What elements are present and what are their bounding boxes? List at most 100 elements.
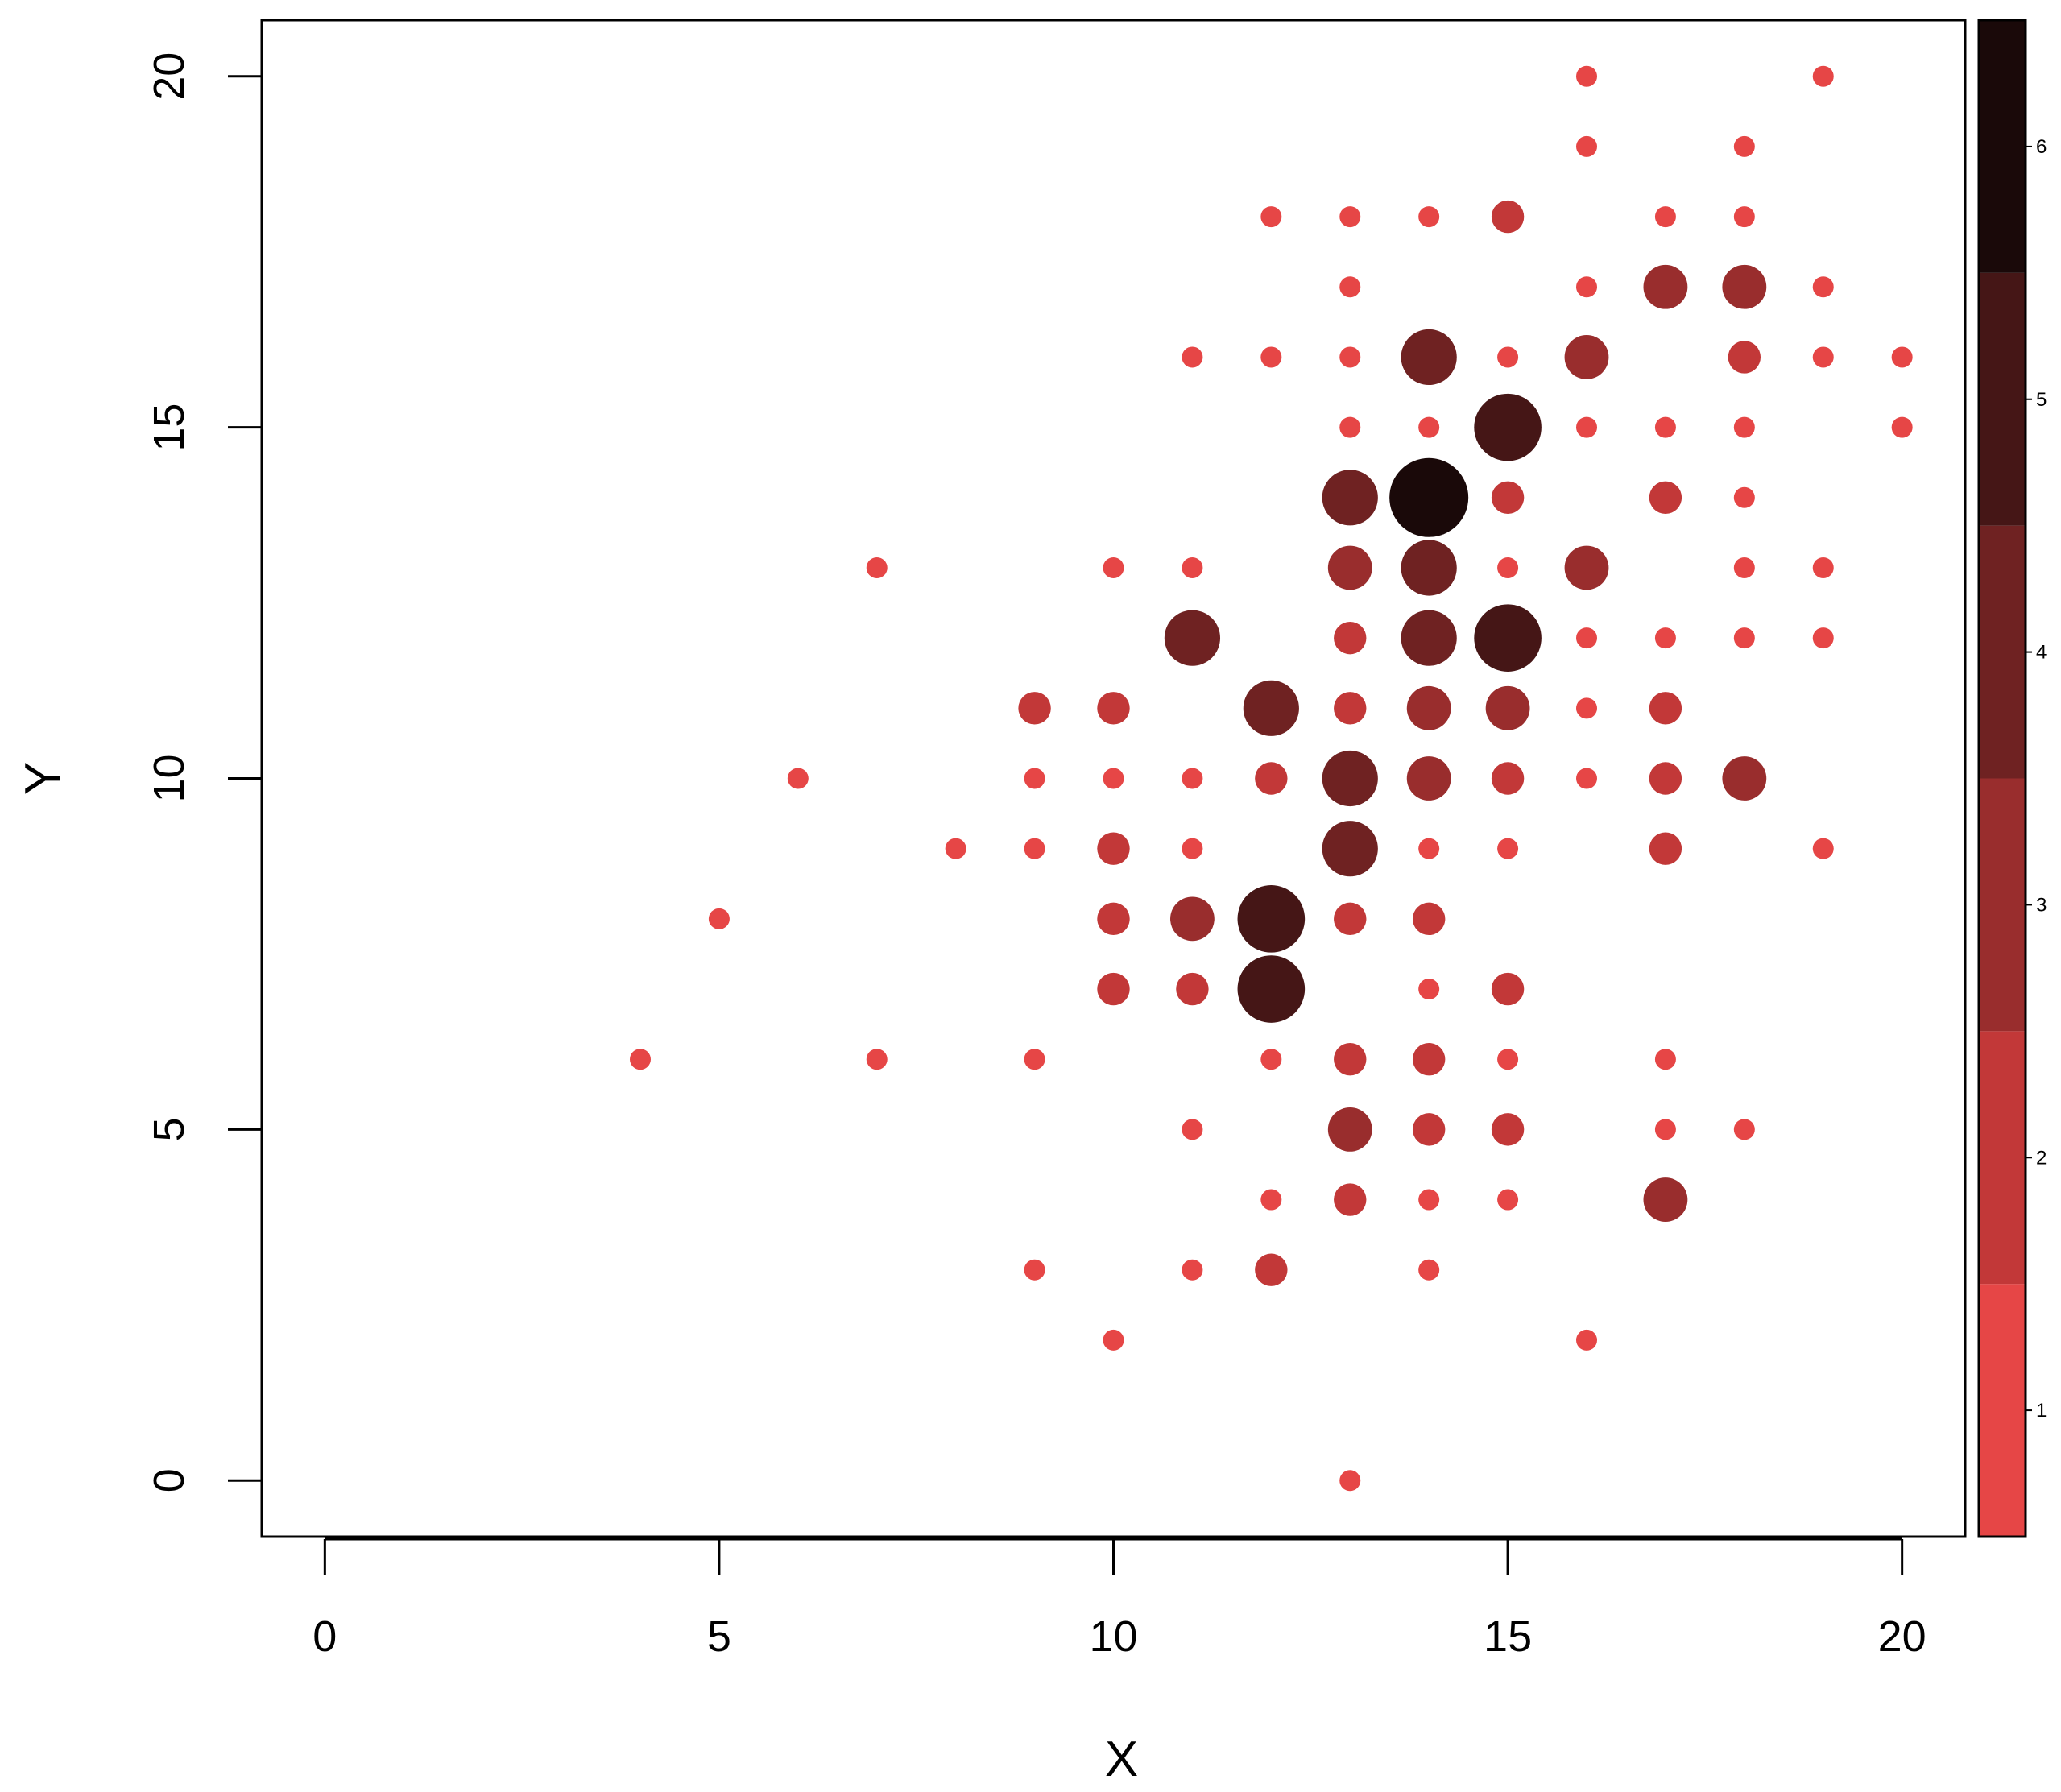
data-point: [1103, 1329, 1124, 1351]
data-point: [1812, 65, 1834, 87]
x-tick-label: 5: [707, 1612, 731, 1661]
data-point: [1654, 1049, 1676, 1070]
data-point: [1322, 470, 1378, 526]
data-point: [1722, 264, 1767, 309]
data-point: [1891, 346, 1913, 368]
colorbar-band: [1979, 20, 2026, 273]
data-point: [1334, 692, 1367, 725]
x-tick-label: 0: [312, 1612, 337, 1661]
data-point: [1733, 627, 1755, 649]
data-point: [1491, 972, 1525, 1006]
colorbar-tick-label: 4: [2036, 642, 2047, 664]
data-point: [787, 768, 809, 789]
data-point: [1812, 346, 1834, 368]
colorbar-tick-label: 6: [2036, 136, 2047, 158]
data-point: [1255, 762, 1288, 795]
data-point: [1401, 540, 1457, 596]
colorbar: 1 2 3 4 5 6: [1977, 19, 2047, 1538]
x-axis: 0 5 10 15 20: [312, 1537, 1926, 1661]
y-tick-label: 0: [145, 1468, 193, 1492]
y-axis-title: Y: [15, 762, 71, 795]
data-point: [1243, 680, 1299, 736]
data-point: [1334, 1183, 1367, 1216]
data-point: [1728, 341, 1761, 374]
data-point: [1733, 206, 1755, 228]
data-point: [1418, 416, 1440, 438]
data-point: [1176, 972, 1209, 1006]
data-point: [1327, 545, 1372, 590]
data-point: [1491, 200, 1525, 234]
data-point: [1733, 135, 1755, 157]
colorbar-tick-label: 1: [2036, 1400, 2047, 1422]
data-point: [1103, 768, 1124, 789]
data-point: [1182, 838, 1203, 859]
data-point: [708, 908, 730, 929]
data-point: [1733, 557, 1755, 578]
data-point: [1649, 762, 1682, 795]
data-point: [1182, 1119, 1203, 1140]
x-tick-label: 15: [1484, 1612, 1532, 1661]
data-point: [1412, 902, 1446, 936]
data-point: [1260, 206, 1282, 228]
data-point: [1260, 346, 1282, 368]
colorbar-band: [1979, 272, 2026, 526]
y-axis: 0 5 10 15 20: [145, 52, 263, 1492]
data-point: [1564, 545, 1609, 590]
colorbar-band: [1979, 1284, 2026, 1537]
data-point: [1812, 627, 1834, 649]
data-point: [1643, 1177, 1688, 1222]
data-point: [1474, 604, 1542, 672]
y-tick-label: 5: [145, 1117, 193, 1141]
data-point: [1339, 346, 1361, 368]
data-point: [1339, 206, 1361, 228]
data-point: [866, 1049, 888, 1070]
data-point: [1722, 756, 1767, 801]
data-point: [1260, 1189, 1282, 1211]
data-point: [1643, 264, 1688, 309]
data-point: [1418, 206, 1440, 228]
data-point: [1170, 896, 1215, 942]
colorbar-tick-label: 2: [2036, 1147, 2047, 1169]
data-point: [1334, 902, 1367, 936]
data-point: [1237, 885, 1306, 953]
data-point: [1103, 557, 1124, 578]
data-point: [1654, 627, 1676, 649]
colorbar-tick-label: 5: [2036, 389, 2047, 411]
data-point: [1097, 902, 1130, 936]
data-point: [1891, 416, 1913, 438]
data-point: [1412, 1043, 1446, 1076]
data-point: [1339, 1470, 1361, 1492]
data-point: [1654, 1119, 1676, 1140]
data-point: [1733, 486, 1755, 508]
data-point: [1497, 557, 1519, 578]
data-point: [1497, 1189, 1519, 1211]
data-point: [1497, 1049, 1519, 1070]
y-tick-label: 15: [145, 404, 193, 452]
x-axis-title: X: [1105, 1732, 1138, 1787]
data-point: [1412, 1113, 1446, 1146]
data-point: [1018, 692, 1051, 725]
data-point: [1576, 65, 1597, 87]
data-point: [1491, 762, 1525, 795]
data-point: [1334, 1043, 1367, 1076]
data-point: [1576, 1329, 1597, 1351]
data-point: [1812, 557, 1834, 578]
plot-frame: [260, 19, 1967, 1538]
data-point: [1812, 838, 1834, 859]
data-point: [630, 1049, 651, 1070]
data-point: [1491, 1113, 1525, 1146]
data-point: [1576, 697, 1597, 719]
data-point: [1182, 1259, 1203, 1281]
data-point: [1182, 768, 1203, 789]
colorbar-frame: [1977, 19, 2027, 1538]
data-point: [1564, 335, 1609, 379]
y-tick-label: 20: [145, 52, 193, 101]
data-point: [1322, 821, 1378, 877]
data-point: [1097, 692, 1130, 725]
data-point: [1654, 206, 1676, 228]
data-point: [1339, 276, 1361, 298]
data-point: [1474, 393, 1542, 461]
data-point: [1576, 416, 1597, 438]
data-point: [1649, 832, 1682, 865]
